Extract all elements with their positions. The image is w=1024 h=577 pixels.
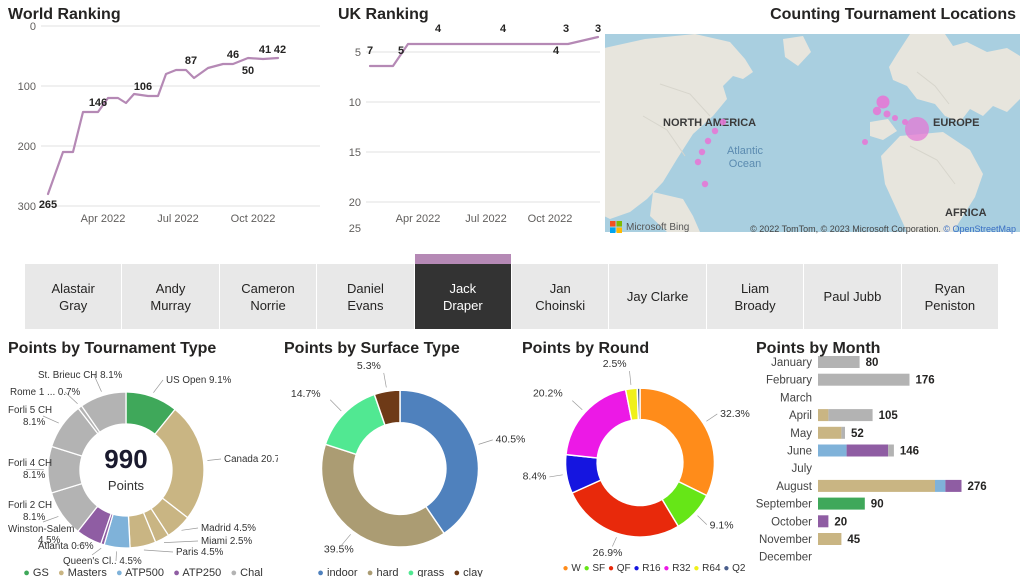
svg-text:45: 45 (847, 534, 860, 546)
svg-text:Ocean: Ocean (729, 158, 761, 170)
svg-text:AFRICA: AFRICA (945, 207, 987, 219)
svg-text:Paris 4.5%: Paris 4.5% (176, 547, 224, 558)
svg-text:20: 20 (834, 516, 847, 528)
svg-text:Madrid 4.5%: Madrid 4.5% (201, 523, 256, 534)
svg-text:8.1%: 8.1% (23, 512, 46, 523)
svg-text:40.5%: 40.5% (496, 434, 526, 446)
svg-text:7: 7 (367, 45, 373, 57)
svg-text:Queen's Cl.. 4.5%: Queen's Cl.. 4.5% (63, 556, 142, 567)
svg-text:3: 3 (563, 23, 569, 35)
svg-text:Canada 20.7%: Canada 20.7% (224, 454, 278, 465)
svg-text:September: September (756, 499, 812, 511)
svg-text:Jul 2022: Jul 2022 (465, 213, 507, 225)
svg-text:April: April (789, 410, 812, 422)
svg-text:August: August (776, 481, 813, 493)
svg-text:Forli 4 CH: Forli 4 CH (8, 458, 52, 469)
svg-text:US Open 9.1%: US Open 9.1% (166, 375, 232, 386)
svg-text:41: 41 (259, 44, 271, 56)
svg-text:Jul 2022: Jul 2022 (157, 213, 199, 225)
svg-text:5.3%: 5.3% (357, 360, 381, 372)
svg-text:Points: Points (108, 478, 145, 493)
svg-text:5: 5 (355, 47, 361, 59)
svg-text:146: 146 (900, 446, 919, 458)
svg-text:52: 52 (851, 428, 864, 440)
svg-text:NORTH AMERICA: NORTH AMERICA (663, 117, 756, 129)
svg-text:42: 42 (274, 44, 286, 56)
svg-text:26.9%: 26.9% (593, 548, 623, 559)
svg-text:200: 200 (18, 141, 36, 153)
svg-text:32.3%: 32.3% (720, 409, 750, 420)
svg-text:46: 46 (227, 49, 239, 61)
svg-text:Forli 2 CH: Forli 2 CH (8, 500, 52, 511)
svg-text:EUROPE: EUROPE (933, 117, 979, 129)
svg-text:Oct 2022: Oct 2022 (528, 213, 573, 225)
svg-text:October: October (771, 516, 812, 528)
svg-text:5: 5 (398, 45, 404, 57)
svg-text:300: 300 (18, 201, 36, 213)
svg-text:14.7%: 14.7% (291, 388, 321, 400)
svg-text:4.5%: 4.5% (38, 535, 61, 546)
svg-text:4: 4 (500, 23, 507, 35)
svg-text:Apr 2022: Apr 2022 (396, 213, 441, 225)
svg-text:87: 87 (185, 55, 197, 67)
svg-text:20.2%: 20.2% (533, 389, 563, 400)
svg-text:Forli 5 CH: Forli 5 CH (8, 405, 52, 416)
svg-text:176: 176 (916, 375, 935, 387)
svg-text:January: January (771, 357, 812, 369)
svg-text:4: 4 (553, 45, 560, 57)
svg-text:November: November (759, 534, 812, 546)
svg-text:20: 20 (349, 197, 361, 209)
svg-text:Miami 2.5%: Miami 2.5% (201, 536, 252, 547)
svg-text:Atlantic: Atlantic (727, 145, 764, 157)
svg-text:December: December (759, 552, 812, 564)
svg-text:8.1%: 8.1% (23, 470, 46, 481)
svg-text:8.1%: 8.1% (23, 417, 46, 428)
svg-text:9.1%: 9.1% (710, 520, 734, 531)
svg-text:39.5%: 39.5% (324, 544, 354, 556)
svg-text:February: February (766, 375, 812, 387)
svg-text:Winston-Salem: Winston-Salem (8, 524, 74, 535)
svg-text:July: July (792, 463, 813, 475)
svg-text:4: 4 (435, 23, 442, 35)
svg-text:2.5%: 2.5% (603, 359, 627, 370)
svg-text:3: 3 (595, 23, 601, 35)
svg-text:106: 106 (134, 81, 152, 93)
svg-text:May: May (790, 428, 812, 440)
svg-text:265: 265 (39, 199, 57, 211)
svg-text:990: 990 (104, 444, 147, 474)
svg-text:146: 146 (89, 97, 107, 109)
svg-text:276: 276 (968, 481, 987, 493)
svg-text:15: 15 (349, 147, 361, 159)
svg-text:10: 10 (349, 97, 361, 109)
svg-text:90: 90 (871, 499, 884, 511)
svg-text:50: 50 (242, 65, 254, 77)
svg-text:Rome 1 ... 0.7%: Rome 1 ... 0.7% (10, 387, 81, 398)
svg-text:March: March (780, 392, 812, 404)
svg-text:8.4%: 8.4% (523, 472, 547, 483)
svg-text:Apr 2022: Apr 2022 (81, 213, 126, 225)
svg-text:105: 105 (879, 410, 899, 422)
svg-text:100: 100 (18, 81, 36, 93)
svg-text:Oct 2022: Oct 2022 (231, 213, 276, 225)
svg-text:June: June (787, 446, 812, 458)
svg-text:St. Brieuc CH 8.1%: St. Brieuc CH 8.1% (38, 370, 123, 381)
svg-text:80: 80 (866, 357, 879, 369)
svg-text:25: 25 (349, 223, 361, 235)
